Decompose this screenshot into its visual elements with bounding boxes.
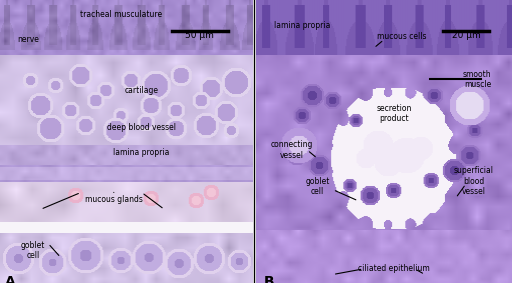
Text: tracheal musculature: tracheal musculature — [80, 10, 162, 19]
Text: goblet
cell: goblet cell — [20, 241, 45, 260]
Text: 20 μm: 20 μm — [452, 31, 480, 40]
Text: secretion
product: secretion product — [376, 104, 412, 123]
Text: mucous glands: mucous glands — [85, 195, 143, 204]
Text: A: A — [5, 275, 16, 283]
Text: deep blood vessel: deep blood vessel — [107, 123, 176, 132]
Text: B: B — [264, 275, 274, 283]
Text: connecting
vessel: connecting vessel — [271, 140, 313, 160]
Text: 50 μm: 50 μm — [185, 31, 214, 40]
Text: superficial
blood
vessel: superficial blood vessel — [454, 166, 494, 196]
Text: lamina propria: lamina propria — [114, 148, 170, 157]
Text: mucous cells: mucous cells — [377, 32, 426, 41]
Text: lamina propria: lamina propria — [274, 21, 330, 30]
Text: nerve: nerve — [17, 35, 39, 44]
Text: smooth
muscle: smooth muscle — [463, 70, 492, 89]
Text: cartilage: cartilage — [124, 86, 159, 95]
Text: ciliated epithelium: ciliated epithelium — [358, 264, 430, 273]
Text: goblet
cell: goblet cell — [305, 177, 330, 196]
